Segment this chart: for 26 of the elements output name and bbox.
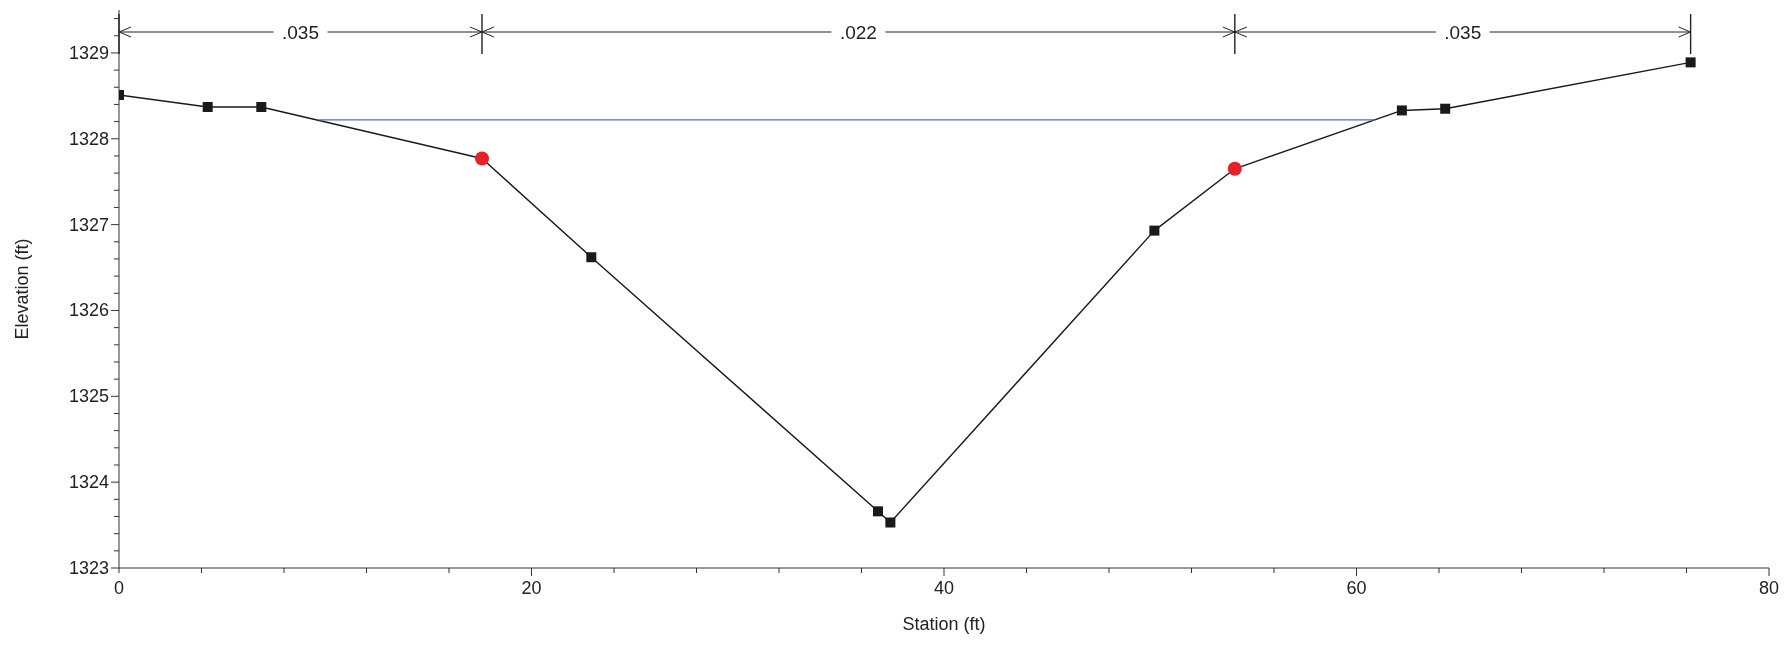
point <box>885 517 896 528</box>
annotation: .035 <box>282 22 319 43</box>
y-tick-label: 1324 <box>68 472 109 493</box>
y-axis-title: Elevation (ft) <box>12 238 33 340</box>
y-tick-label: 1327 <box>68 214 109 235</box>
point <box>586 252 597 263</box>
x-tick-label: 0 <box>113 578 125 598</box>
point <box>873 506 883 517</box>
x-axis-title: Station (ft) <box>902 614 986 634</box>
y-tick-label: 1323 <box>68 558 109 578</box>
point <box>1396 105 1407 116</box>
y-tick-label: 1329 <box>68 42 109 63</box>
annotation: .035 <box>1444 22 1482 43</box>
point <box>1685 57 1696 68</box>
x-tick-label: 20 <box>521 578 542 598</box>
y-tick-label: 1325 <box>68 386 109 407</box>
x-tick-label: 60 <box>1346 578 1367 598</box>
point <box>1440 103 1451 114</box>
point <box>256 102 267 113</box>
y-tick-label: 1326 <box>68 300 109 321</box>
point <box>202 102 213 113</box>
x-tick-label: 40 <box>933 578 955 598</box>
y-tick-label: 1328 <box>68 128 109 149</box>
x-tick-label: 80 <box>1758 578 1780 598</box>
annotation: .022 <box>839 22 877 43</box>
point <box>1149 225 1160 236</box>
